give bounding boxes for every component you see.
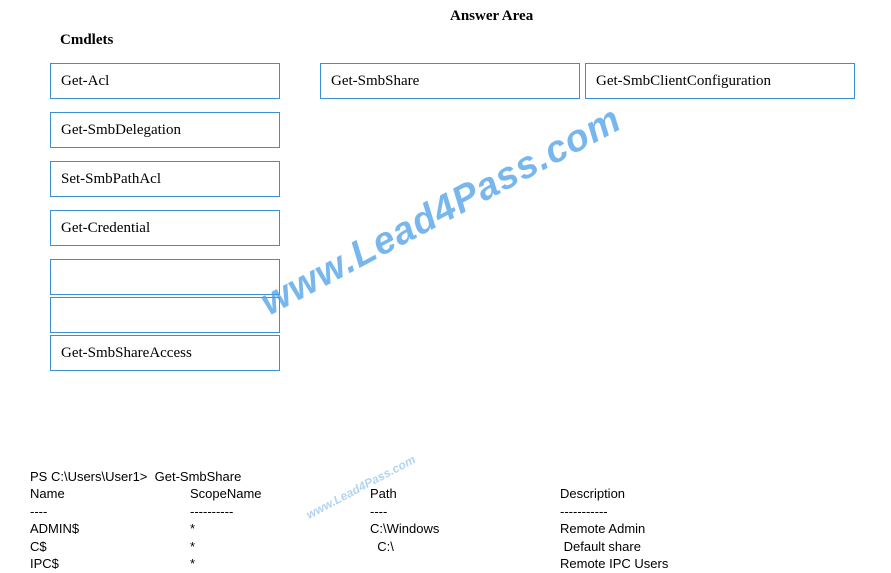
cell: IPC$	[30, 556, 59, 571]
cmdlet-label: Set-SmbPathAcl	[61, 171, 161, 188]
col-dash: ----	[30, 504, 47, 519]
cmdlet-label: Get-SmbShare	[331, 73, 419, 90]
answer-slot-2[interactable]: Get-SmbClientConfiguration	[585, 63, 855, 99]
col-dash: ----------	[190, 504, 233, 519]
cell: C$	[30, 539, 47, 554]
cmdlet-label: Get-Credential	[61, 220, 150, 237]
cell: *	[190, 521, 195, 536]
cell: Remote IPC Users	[560, 556, 668, 571]
cmdlets-title: Cmdlets	[60, 32, 113, 49]
cmdlet-label: Get-SmbShareAccess	[61, 345, 192, 362]
answer-area-title: Answer Area	[450, 8, 533, 25]
cell: C:\Windows	[370, 521, 439, 536]
col-header-name: Name	[30, 486, 65, 501]
col-header-scope: ScopeName	[190, 486, 262, 501]
cmdlet-source-item[interactable]: Get-SmbShareAccess	[50, 335, 280, 371]
watermark-large: www.Lead4Pass.com	[253, 98, 628, 325]
ps-prompt: PS C:\Users\User1> Get-SmbShare	[30, 469, 241, 484]
cmdlet-source-item[interactable]: Get-Acl	[50, 63, 280, 99]
cmdlet-source-item[interactable]: Get-SmbDelegation	[50, 112, 280, 148]
col-header-path: Path	[370, 486, 397, 501]
cmdlet-label: Get-Acl	[61, 73, 109, 90]
cell: *	[190, 539, 195, 554]
cell: ADMIN$	[30, 521, 79, 536]
powershell-output: PS C:\Users\User1> Get-SmbShare Name Scop…	[30, 450, 668, 573]
cell: *	[190, 556, 195, 571]
cmdlet-source-item[interactable]: Set-SmbPathAcl	[50, 161, 280, 197]
answer-slot-1[interactable]: Get-SmbShare	[320, 63, 580, 99]
cmdlet-source-item[interactable]: Get-Credential	[50, 210, 280, 246]
cell: C:\	[370, 539, 394, 554]
col-header-desc: Description	[560, 486, 625, 501]
cmdlet-label: Get-SmbClientConfiguration	[596, 73, 771, 90]
cell: Default share	[560, 539, 641, 554]
col-dash: ----	[370, 504, 387, 519]
col-dash: -----------	[560, 504, 608, 519]
cell: Remote Admin	[560, 521, 645, 536]
cmdlet-source-item-empty[interactable]	[50, 297, 280, 333]
cmdlet-source-item-empty[interactable]	[50, 259, 280, 295]
cmdlet-label: Get-SmbDelegation	[61, 122, 181, 139]
